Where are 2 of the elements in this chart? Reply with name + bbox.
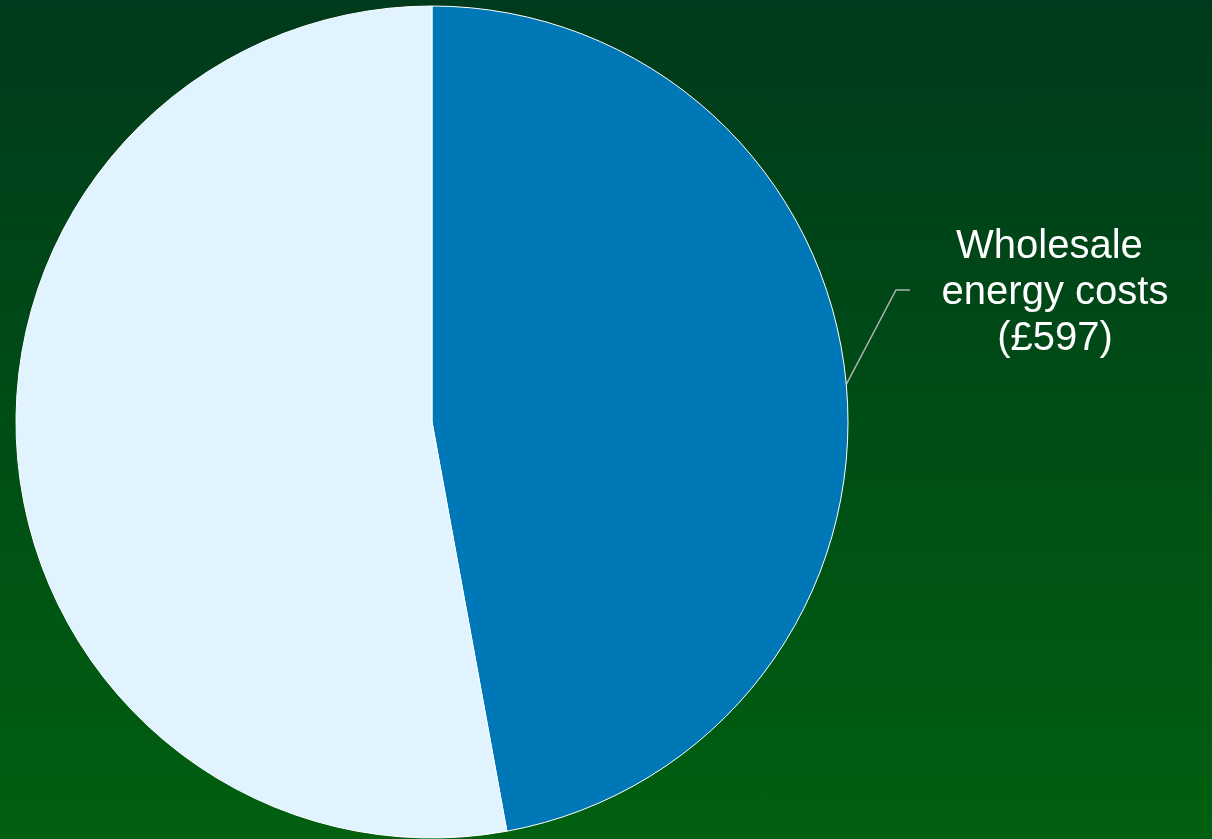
slice-label: Wholesale energy costs: [941, 222, 1169, 312]
data-label: (£597): [997, 314, 1113, 358]
